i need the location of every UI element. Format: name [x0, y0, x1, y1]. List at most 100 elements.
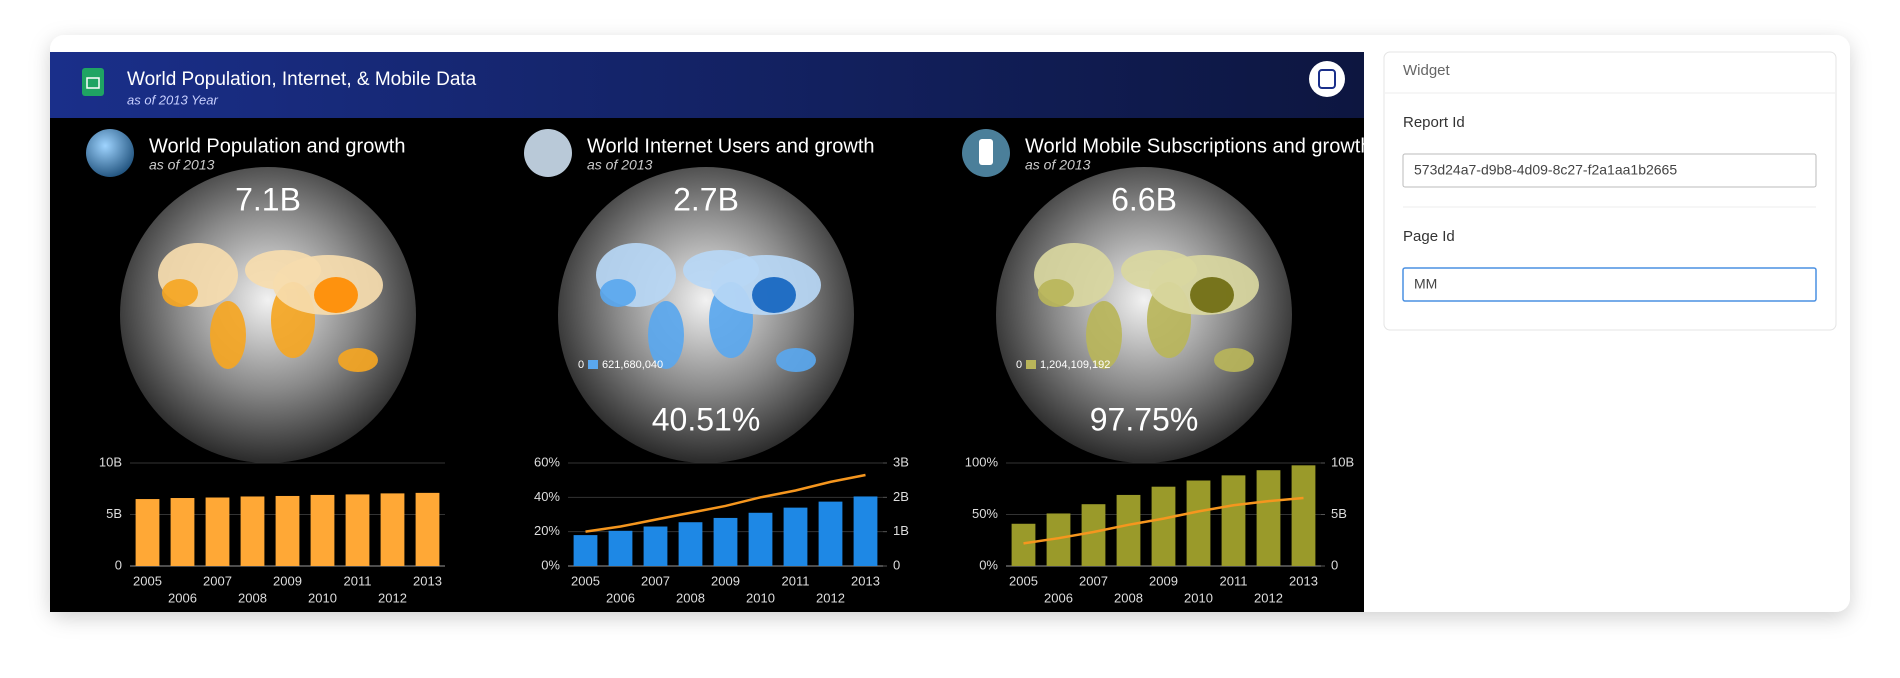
bar [1186, 480, 1211, 566]
y-tick-label: 20% [534, 523, 560, 538]
x-tick-label: 2007 [203, 573, 232, 588]
x-tick-label: 2006 [1044, 590, 1073, 605]
map-region [210, 301, 246, 369]
panel-title: World Population and growth [149, 135, 405, 157]
bar [678, 522, 703, 566]
x-tick-label: 2013 [1289, 573, 1318, 588]
bar [345, 494, 370, 566]
bar [135, 499, 160, 566]
bar [713, 517, 738, 566]
y2-tick-label: 3B [893, 454, 909, 469]
x-tick-label: 2010 [308, 590, 337, 605]
bar [1046, 513, 1071, 566]
line [585, 473, 866, 533]
bar [205, 497, 230, 566]
x-tick-label: 2012 [378, 590, 407, 605]
map-legend-max: 1,204,109,192 [1040, 359, 1110, 371]
report-title: World Population, Internet, & Mobile Dat… [127, 69, 477, 90]
map-legend-swatch [1026, 360, 1036, 369]
map-region [1086, 301, 1122, 369]
bar [170, 498, 195, 566]
bar [1116, 494, 1141, 566]
x-tick-label: 2009 [273, 573, 302, 588]
x-tick-label: 2011 [782, 573, 810, 588]
globe [996, 167, 1292, 463]
widget-panel [1383, 51, 1837, 331]
map-region [162, 279, 198, 307]
y2-tick-label: 2B [893, 489, 909, 504]
map-legend-min: 0 [1016, 359, 1022, 371]
panel-title: World Mobile Subscriptions and growth [1025, 135, 1371, 157]
bar [310, 494, 335, 566]
panel-title: World Internet Users and growth [587, 135, 875, 157]
x-tick-label: 2010 [746, 590, 775, 605]
x-tick-label: 2008 [1114, 590, 1143, 605]
y-tick-label: 100% [965, 454, 999, 469]
bar [573, 535, 598, 566]
bar [275, 495, 300, 566]
map-region [752, 277, 796, 313]
y-tick-label: 50% [972, 506, 998, 521]
bar [1256, 470, 1281, 566]
map-region [1038, 279, 1074, 307]
headline: 6.6B [1111, 181, 1177, 217]
map-legend-max: 621,680,040 [602, 359, 663, 371]
headline: 7.1B [235, 181, 301, 217]
x-tick-label: 2009 [1149, 573, 1178, 588]
panel-icon [524, 129, 572, 177]
x-tick-label: 2012 [816, 590, 845, 605]
page-id-input[interactable] [1402, 267, 1817, 302]
bar [1081, 504, 1106, 566]
x-tick-label: 2007 [1079, 573, 1108, 588]
y-tick-label: 10B [99, 454, 122, 469]
bar [643, 526, 668, 566]
x-tick-label: 2007 [641, 573, 670, 588]
phone-glyph [979, 139, 993, 165]
globe [120, 167, 416, 463]
x-tick-label: 2006 [606, 590, 635, 605]
map-region [1214, 348, 1254, 372]
x-tick-label: 2011 [1220, 573, 1248, 588]
map-legend-swatch [588, 360, 598, 369]
y-tick-label: 0 [115, 557, 122, 572]
y2-tick-label: 1B [893, 523, 909, 538]
globe [558, 167, 854, 463]
sheets-icon [82, 68, 104, 96]
bar [240, 496, 265, 566]
y2-tick-label: 10B [1331, 454, 1354, 469]
sheets-icon-grid [86, 77, 100, 89]
field-label: Report Id [1403, 114, 1465, 131]
x-tick-label: 2005 [571, 573, 600, 588]
x-tick-label: 2006 [168, 590, 197, 605]
bar [608, 530, 633, 566]
x-tick-label: 2008 [238, 590, 267, 605]
map-region [776, 348, 816, 372]
headline: 2.7B [673, 181, 739, 217]
map-region [338, 348, 378, 372]
bar [783, 507, 808, 566]
panel-subtitle: as of 2013 [149, 157, 215, 173]
map-legend-min: 0 [578, 359, 584, 371]
map-region [648, 301, 684, 369]
y-tick-label: 0% [979, 557, 998, 572]
y2-tick-label: 0 [893, 557, 900, 572]
action-button[interactable] [1309, 61, 1345, 97]
report-id-input[interactable] [1402, 153, 1817, 188]
y2-tick-label: 0 [1331, 557, 1338, 572]
action-button-icon [1318, 69, 1336, 89]
y-tick-label: 60% [534, 454, 560, 469]
bar [1011, 523, 1036, 566]
x-tick-label: 2013 [413, 573, 442, 588]
y-tick-label: 0% [541, 557, 560, 572]
y2-tick-label: 5B [1331, 506, 1347, 521]
panel-subtitle: as of 2013 [587, 157, 653, 173]
x-tick-label: 2012 [1254, 590, 1283, 605]
x-tick-label: 2010 [1184, 590, 1213, 605]
bar [818, 501, 843, 566]
x-tick-label: 2005 [1009, 573, 1038, 588]
y-tick-label: 40% [534, 489, 560, 504]
line [1023, 496, 1304, 545]
panel-subtitle: as of 2013 [1025, 157, 1091, 173]
bar [1291, 465, 1316, 566]
